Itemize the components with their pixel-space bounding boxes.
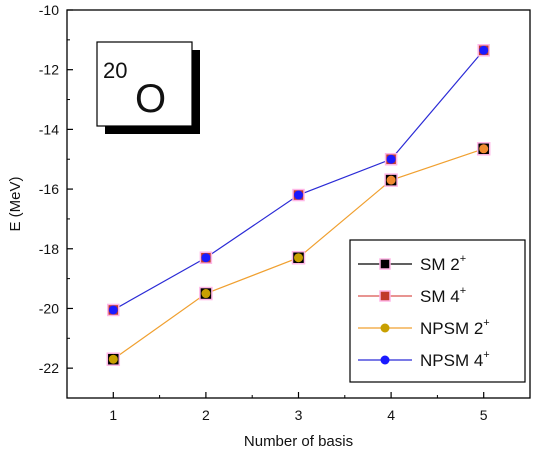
- legend-marker-0: [379, 258, 391, 270]
- x-axis-title: Number of basis: [244, 433, 353, 450]
- y-tick-label: -18: [39, 241, 59, 257]
- inset-element: O: [135, 77, 166, 121]
- data-point-series-2: [386, 175, 396, 185]
- y-tick-label: -12: [39, 62, 59, 78]
- legend-superscript: +: [483, 349, 489, 361]
- x-tick-label: 1: [109, 407, 117, 423]
- data-point-series-3: [201, 253, 211, 263]
- y-tick-label: -22: [39, 360, 59, 376]
- legend-superscript: +: [460, 253, 466, 265]
- inset-box: [96, 41, 193, 127]
- legend-superscript: +: [460, 285, 466, 297]
- legend-marker-1: [379, 290, 391, 302]
- data-point-series-3: [294, 190, 303, 200]
- data-point-series-2: [479, 144, 489, 154]
- x-tick-label: 4: [387, 407, 395, 423]
- legend-marker-3: [380, 355, 390, 365]
- data-point-series-2: [201, 289, 211, 299]
- inset-mass-number: 20: [103, 58, 127, 83]
- y-tick-label: -14: [39, 121, 59, 137]
- legend-label-2: NPSM 2+: [420, 317, 490, 338]
- y-tick-label: -16: [39, 181, 59, 197]
- plot-layer: 1 2 3 4 5 -22 -20 -18 -16 -14 -12 -10 20 O SM 2+ SM 4+ N…: [39, 2, 531, 423]
- x-tick-label: 3: [295, 407, 303, 423]
- x-tick-label: 2: [202, 407, 210, 423]
- legend-superscript: +: [483, 317, 489, 329]
- data-point-series-3: [479, 45, 489, 55]
- legend-label-0: SM 2+: [420, 253, 466, 274]
- data-point-series-2: [108, 354, 118, 364]
- y-tick-label: -10: [39, 2, 59, 18]
- y-tick-label: -20: [39, 300, 59, 316]
- y-axis-title: E (MeV): [7, 176, 24, 231]
- data-point-series-3: [108, 305, 118, 315]
- data-point-series-3: [386, 154, 396, 164]
- x-tick-label: 5: [480, 407, 488, 423]
- legend-label-1: SM 4+: [420, 285, 466, 306]
- data-point-series-2: [294, 253, 303, 263]
- legend-label-3: NPSM 4+: [420, 349, 490, 370]
- legend-marker-2: [380, 323, 390, 333]
